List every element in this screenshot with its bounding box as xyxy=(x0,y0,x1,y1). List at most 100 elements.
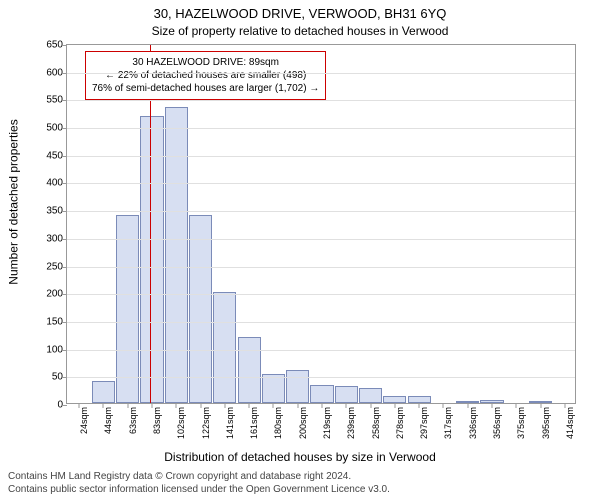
y-tick-label: 350 xyxy=(46,206,63,217)
chart-area: 30 HAZELWOOD DRIVE: 89sqm← 22% of detach… xyxy=(66,44,576,404)
gridline xyxy=(67,267,575,268)
y-tick-mark xyxy=(62,267,67,268)
x-tick-label: 317sqm xyxy=(443,407,453,439)
x-tick-mark xyxy=(297,403,298,408)
bar xyxy=(189,215,212,403)
y-tick-label: 550 xyxy=(46,95,63,106)
x-tick-label: 200sqm xyxy=(298,407,308,439)
y-tick-label: 100 xyxy=(46,344,63,355)
x-tick-label: 141sqm xyxy=(225,407,235,439)
x-tick-mark xyxy=(443,403,444,408)
y-tick-mark xyxy=(62,45,67,46)
bar xyxy=(213,292,236,403)
x-tick-label: 395sqm xyxy=(541,407,551,439)
bar xyxy=(92,381,115,403)
gridline xyxy=(67,128,575,129)
x-tick-mark xyxy=(564,403,565,408)
x-tick-mark xyxy=(467,403,468,408)
bar xyxy=(140,116,163,403)
attribution-line1: Contains HM Land Registry data © Crown c… xyxy=(8,470,390,483)
y-tick-label: 250 xyxy=(46,261,63,272)
y-axis-label: Number of detached properties xyxy=(7,119,21,284)
x-tick-mark xyxy=(176,403,177,408)
gridline xyxy=(67,156,575,157)
bar xyxy=(116,215,139,403)
x-tick-label: 297sqm xyxy=(419,407,429,439)
bar xyxy=(359,388,382,404)
bar xyxy=(238,337,261,403)
gridline xyxy=(67,73,575,74)
y-tick-label: 500 xyxy=(46,123,63,134)
y-tick-mark xyxy=(62,73,67,74)
x-tick-label: 258sqm xyxy=(371,407,381,439)
y-tick-mark xyxy=(62,183,67,184)
page-root: 30, HAZELWOOD DRIVE, VERWOOD, BH31 6YQ S… xyxy=(0,0,600,500)
y-tick-label: 450 xyxy=(46,150,63,161)
x-tick-label: 239sqm xyxy=(346,407,356,439)
x-tick-mark xyxy=(224,403,225,408)
annotation-line: ← 22% of detached houses are smaller (49… xyxy=(92,69,319,82)
x-tick-label: 161sqm xyxy=(249,407,259,439)
attribution-line2: Contains public sector information licen… xyxy=(8,483,390,496)
x-tick-label: 122sqm xyxy=(201,407,211,439)
gridline xyxy=(67,239,575,240)
y-tick-mark xyxy=(62,322,67,323)
y-tick-mark xyxy=(62,211,67,212)
gridline xyxy=(67,322,575,323)
y-tick-label: 300 xyxy=(46,233,63,244)
y-tick-mark xyxy=(62,128,67,129)
x-tick-mark xyxy=(322,403,323,408)
y-tick-mark xyxy=(62,294,67,295)
x-tick-mark xyxy=(152,403,153,408)
x-tick-label: 278sqm xyxy=(395,407,405,439)
x-tick-label: 356sqm xyxy=(492,407,502,439)
x-tick-label: 414sqm xyxy=(565,407,575,439)
bar xyxy=(286,370,309,403)
gridline xyxy=(67,211,575,212)
plot-region: 30 HAZELWOOD DRIVE: 89sqm← 22% of detach… xyxy=(66,44,576,404)
x-axis-label: Distribution of detached houses by size … xyxy=(0,450,600,464)
y-tick-mark xyxy=(62,156,67,157)
y-axis-label-container: Number of detached properties xyxy=(4,0,24,404)
x-tick-mark xyxy=(516,403,517,408)
x-tick-mark xyxy=(492,403,493,408)
x-tick-mark xyxy=(200,403,201,408)
gridline xyxy=(67,294,575,295)
annotation-box: 30 HAZELWOOD DRIVE: 89sqm← 22% of detach… xyxy=(85,51,326,100)
y-tick-mark xyxy=(62,100,67,101)
gridline xyxy=(67,350,575,351)
gridline xyxy=(67,377,575,378)
y-tick-label: 600 xyxy=(46,67,63,78)
gridline xyxy=(67,100,575,101)
page-title-line1: 30, HAZELWOOD DRIVE, VERWOOD, BH31 6YQ xyxy=(0,6,600,21)
bar xyxy=(383,396,406,403)
y-tick-mark xyxy=(62,350,67,351)
x-tick-mark xyxy=(370,403,371,408)
x-tick-mark xyxy=(540,403,541,408)
x-tick-mark xyxy=(394,403,395,408)
x-tick-mark xyxy=(249,403,250,408)
y-tick-label: 200 xyxy=(46,289,63,300)
y-tick-mark xyxy=(62,239,67,240)
x-tick-mark xyxy=(419,403,420,408)
y-tick-label: 400 xyxy=(46,178,63,189)
y-tick-mark xyxy=(62,405,67,406)
x-tick-label: 24sqm xyxy=(79,407,89,434)
bar xyxy=(408,396,431,403)
x-tick-label: 102sqm xyxy=(176,407,186,439)
x-tick-label: 83sqm xyxy=(152,407,162,434)
x-tick-mark xyxy=(127,403,128,408)
y-tick-mark xyxy=(62,377,67,378)
annotation-line: 76% of semi-detached houses are larger (… xyxy=(92,82,319,95)
bar xyxy=(310,385,333,403)
x-tick-mark xyxy=(273,403,274,408)
gridline xyxy=(67,183,575,184)
x-tick-mark xyxy=(346,403,347,408)
bar xyxy=(335,386,358,403)
x-tick-label: 63sqm xyxy=(128,407,138,434)
x-tick-label: 219sqm xyxy=(322,407,332,439)
x-tick-mark xyxy=(79,403,80,408)
page-title-line2: Size of property relative to detached ho… xyxy=(0,24,600,38)
attribution: Contains HM Land Registry data © Crown c… xyxy=(8,470,390,496)
x-tick-label: 44sqm xyxy=(103,407,113,434)
